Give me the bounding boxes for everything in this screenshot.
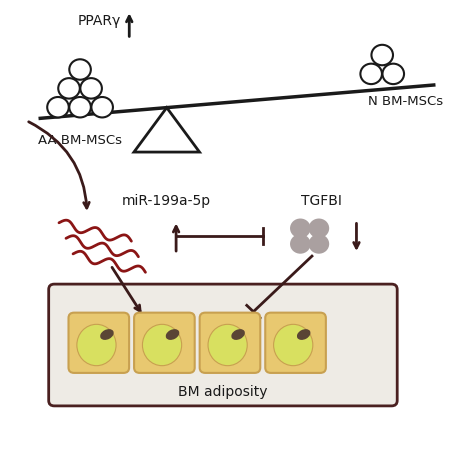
FancyBboxPatch shape	[134, 313, 195, 373]
Circle shape	[309, 234, 329, 254]
FancyBboxPatch shape	[265, 313, 326, 373]
Circle shape	[360, 63, 382, 84]
Ellipse shape	[100, 329, 114, 340]
Circle shape	[290, 234, 310, 254]
Circle shape	[290, 219, 310, 238]
FancyBboxPatch shape	[69, 313, 129, 373]
Text: miR-199a-5p: miR-199a-5p	[122, 194, 211, 207]
Text: N BM-MSCs: N BM-MSCs	[368, 95, 443, 108]
Circle shape	[309, 219, 329, 238]
Ellipse shape	[273, 324, 313, 366]
FancyBboxPatch shape	[200, 313, 260, 373]
Ellipse shape	[208, 324, 247, 366]
Text: AA BM-MSCs: AA BM-MSCs	[38, 134, 122, 147]
Circle shape	[383, 63, 404, 84]
Ellipse shape	[231, 329, 245, 340]
Ellipse shape	[166, 329, 179, 340]
Circle shape	[80, 78, 102, 99]
Circle shape	[91, 97, 113, 117]
Text: PPARγ: PPARγ	[77, 14, 120, 28]
Ellipse shape	[297, 329, 310, 340]
Text: TGFBI: TGFBI	[301, 194, 342, 207]
Circle shape	[58, 78, 80, 99]
Circle shape	[69, 97, 91, 117]
Circle shape	[372, 45, 393, 65]
Circle shape	[69, 59, 91, 80]
FancyBboxPatch shape	[49, 284, 397, 406]
Ellipse shape	[77, 324, 116, 366]
Ellipse shape	[143, 324, 182, 366]
Text: BM adiposity: BM adiposity	[178, 385, 268, 399]
Circle shape	[47, 97, 69, 117]
